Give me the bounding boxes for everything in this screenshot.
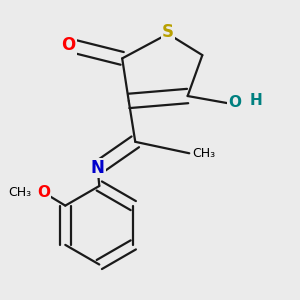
Text: N: N xyxy=(91,159,105,177)
Text: O: O xyxy=(37,185,50,200)
Text: O: O xyxy=(61,36,75,54)
Text: CH₃: CH₃ xyxy=(9,186,32,199)
Text: S: S xyxy=(162,23,174,41)
Text: O: O xyxy=(229,95,242,110)
Text: H: H xyxy=(249,93,262,108)
Text: CH₃: CH₃ xyxy=(192,147,215,160)
